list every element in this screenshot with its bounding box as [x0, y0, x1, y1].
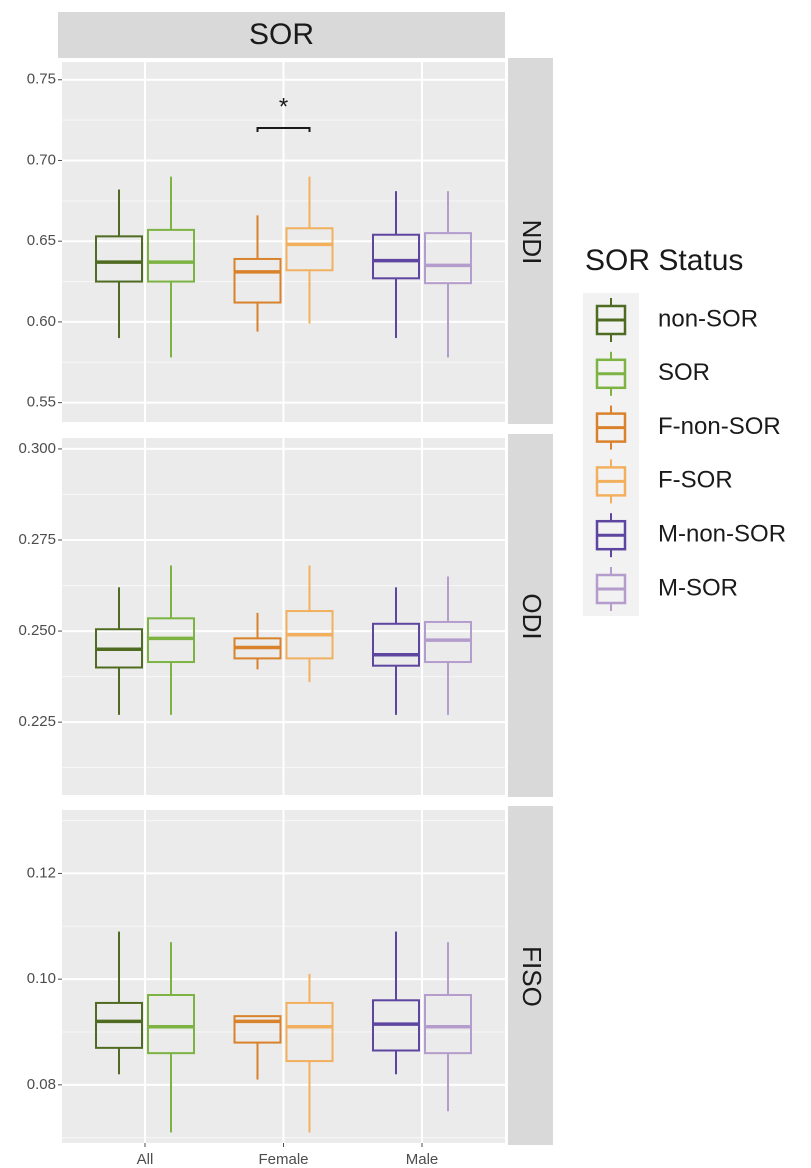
- legend-label: F-SOR: [658, 467, 733, 494]
- box: [424, 994, 472, 1055]
- x-tick-label: Female: [258, 1151, 308, 1168]
- box: [285, 1001, 334, 1063]
- legend-title: SOR Status: [585, 244, 743, 277]
- legend-label: M-non-SOR: [658, 521, 786, 548]
- y-tick-label: 0.08: [27, 1076, 56, 1093]
- legend-label: non-SOR: [658, 305, 758, 332]
- facet-strip: [508, 58, 553, 424]
- box: [147, 994, 195, 1055]
- facet-label: FISO: [517, 946, 547, 1007]
- x-tick-label: Male: [406, 1151, 439, 1168]
- legend-label: F-non-SOR: [658, 413, 781, 440]
- box: [147, 228, 195, 283]
- y-tick-label: 0.250: [18, 622, 56, 639]
- y-tick-label: 0.275: [18, 531, 56, 548]
- chart-title: SOR: [249, 18, 314, 51]
- facet-strip: [508, 434, 553, 797]
- box: [372, 233, 420, 280]
- y-tick-label: 0.225: [18, 713, 56, 730]
- box: [424, 232, 472, 285]
- y-tick-label: 0.10: [27, 970, 56, 987]
- box: [233, 1015, 282, 1044]
- box: [372, 622, 420, 667]
- y-tick-label: 0.55: [27, 394, 56, 411]
- facet-strip: [508, 806, 553, 1145]
- y-tick-label: 0.65: [27, 232, 56, 249]
- box: [424, 620, 472, 664]
- box: [147, 617, 195, 664]
- box: [233, 257, 282, 304]
- box: [95, 235, 143, 283]
- annotation: *: [279, 93, 288, 120]
- legend-label: M-SOR: [658, 574, 738, 601]
- y-tick-label: 0.75: [27, 71, 56, 88]
- legend-label: SOR: [658, 359, 710, 386]
- strip: [58, 12, 505, 58]
- y-tick-label: 0.12: [27, 864, 56, 881]
- y-tick-label: 0.70: [27, 151, 56, 168]
- facet-label: ODI: [517, 593, 547, 639]
- y-tick-label: 0.300: [18, 440, 56, 457]
- significance-bracket: [256, 127, 311, 132]
- x-tick-label: All: [137, 1151, 154, 1168]
- box: [95, 1001, 143, 1049]
- y-tick-label: 0.60: [27, 313, 56, 330]
- box: [285, 227, 334, 272]
- facet-label: NDI: [517, 220, 547, 265]
